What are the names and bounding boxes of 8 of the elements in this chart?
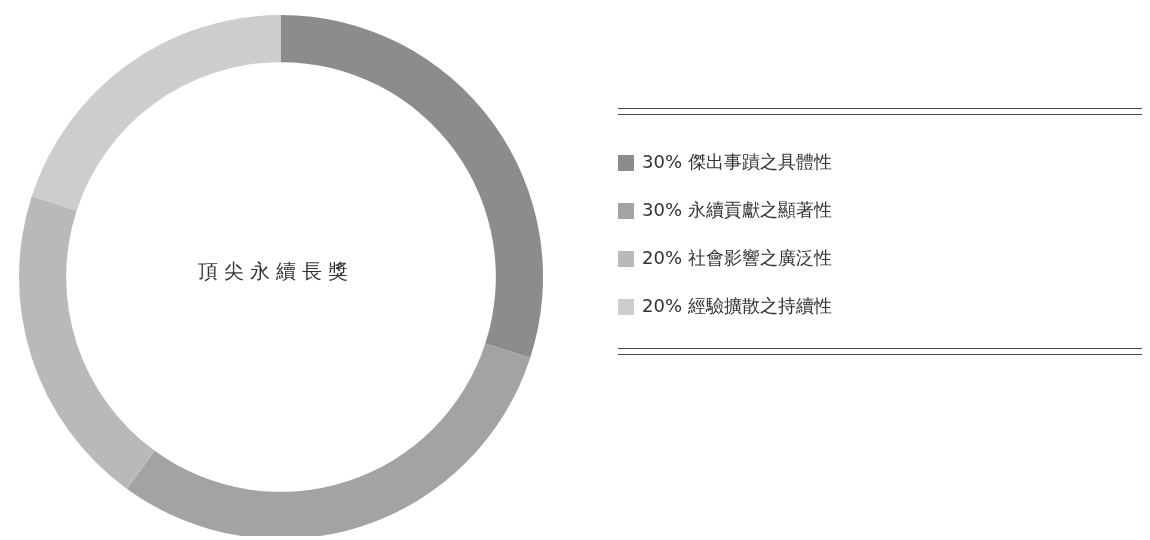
legend-label: 20% 經驗擴散之持續性 <box>642 295 832 316</box>
text: 頂尖永續長獎 <box>197 258 355 285</box>
donut-slice <box>127 343 531 536</box>
legend-label: 30% 永續貢獻之顯著性 <box>642 199 832 220</box>
donut-slice <box>31 15 281 211</box>
donut-slice <box>19 196 155 489</box>
legend-label: 30% 傑出事蹟之具體性 <box>642 151 832 172</box>
legend-label: 20% 社會影響之廣泛性 <box>642 247 832 268</box>
